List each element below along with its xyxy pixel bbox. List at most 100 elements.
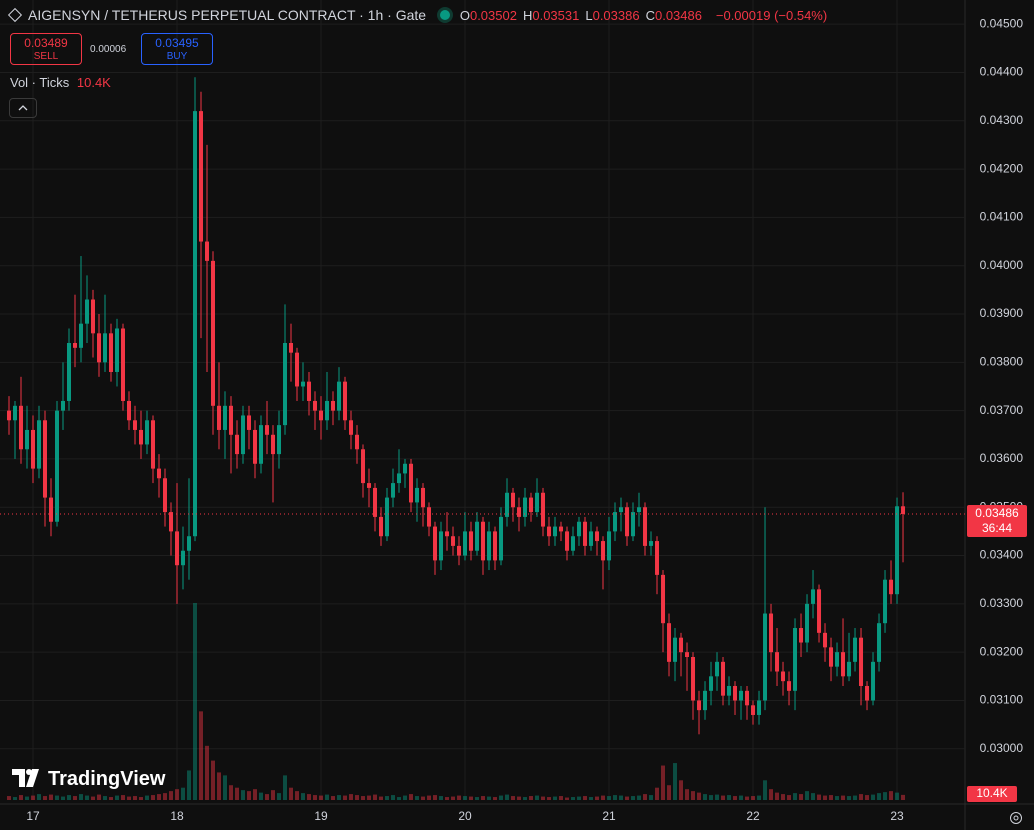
candle-body bbox=[439, 531, 444, 561]
candle-body bbox=[391, 483, 396, 498]
volume-bar bbox=[865, 795, 870, 800]
volume-bar bbox=[829, 795, 834, 800]
volume-bar bbox=[283, 775, 288, 800]
volume-bar bbox=[127, 796, 132, 800]
volume-bar bbox=[529, 796, 534, 800]
volume-bar bbox=[775, 792, 780, 800]
ohlc-value: 0.03502 bbox=[469, 8, 517, 23]
y-tick-label: 0.03900 bbox=[980, 306, 1024, 320]
volume-bar bbox=[679, 780, 684, 800]
y-tick-label: 0.04500 bbox=[980, 16, 1024, 30]
header: AIGENSYN / TETHERUS PERPETUAL CONTRACT ·… bbox=[7, 7, 828, 23]
candle-body bbox=[61, 400, 66, 411]
candle-body bbox=[211, 260, 216, 406]
volume-bar bbox=[901, 794, 906, 800]
candle-body bbox=[685, 652, 690, 658]
volume-bar bbox=[649, 795, 654, 800]
candle-body bbox=[865, 685, 870, 701]
volume-bar bbox=[31, 795, 36, 800]
ohlc-key: O bbox=[459, 8, 470, 23]
candle-body bbox=[655, 541, 660, 575]
candle-body bbox=[793, 628, 798, 691]
sell-button[interactable]: 0.03489 SELL bbox=[10, 33, 82, 65]
volume-bar bbox=[535, 795, 540, 800]
candle-body bbox=[841, 652, 846, 677]
volume-bar bbox=[379, 796, 384, 800]
candle-body bbox=[901, 506, 906, 515]
volume-bar bbox=[247, 791, 252, 800]
candle-body bbox=[751, 705, 756, 715]
sell-price: 0.03489 bbox=[24, 36, 68, 50]
candle-body bbox=[835, 652, 840, 667]
x-tick-label: 21 bbox=[602, 809, 616, 823]
candle-body bbox=[337, 381, 342, 411]
candle-body bbox=[325, 400, 330, 421]
candle-body bbox=[451, 536, 456, 546]
candle-body bbox=[277, 425, 282, 455]
volume-bar bbox=[133, 796, 138, 800]
volume-bar bbox=[361, 796, 366, 800]
volume-bar bbox=[49, 794, 54, 800]
candle-body bbox=[505, 492, 510, 517]
buy-price: 0.03495 bbox=[155, 36, 199, 50]
volume-legend: Vol · Ticks 10.4K bbox=[10, 75, 111, 90]
candle-body bbox=[289, 342, 294, 353]
volume-bar bbox=[451, 796, 456, 800]
volume-bar bbox=[769, 789, 774, 800]
last-price-label: 0.03486 bbox=[975, 506, 1019, 520]
volume-bar bbox=[85, 795, 90, 800]
candle-body bbox=[877, 623, 882, 662]
volume-title: Vol · Ticks bbox=[10, 75, 70, 90]
candle-body bbox=[247, 415, 252, 430]
change: −0.00019 (−0.54%) bbox=[715, 8, 828, 23]
volume-bar bbox=[211, 760, 216, 800]
volume-bar bbox=[559, 796, 564, 800]
candle-body bbox=[583, 521, 588, 546]
y-tick-label: 0.04300 bbox=[980, 113, 1024, 127]
volume-bar bbox=[193, 603, 198, 800]
last-price-box bbox=[967, 505, 1027, 538]
candle-body bbox=[859, 637, 864, 686]
candle-body bbox=[433, 526, 438, 561]
candle-body bbox=[403, 463, 408, 474]
volume-bar bbox=[403, 795, 408, 800]
candle-body bbox=[799, 628, 804, 643]
volume-bar bbox=[613, 795, 618, 800]
candle-body bbox=[871, 661, 876, 701]
ohlc-value: 0.03386 bbox=[592, 8, 640, 23]
countdown: 36:44 bbox=[982, 521, 1012, 535]
volume-bar bbox=[631, 796, 636, 800]
volume-bar bbox=[607, 796, 612, 800]
candle-body bbox=[397, 473, 402, 484]
volume-bar bbox=[505, 794, 510, 800]
volume-bar bbox=[715, 794, 720, 800]
ohlc-legend: O0.03502 H0.03531 L0.03386 C0.03486 bbox=[460, 8, 708, 23]
ohlc-value: 0.03486 bbox=[654, 8, 702, 23]
volume-bar bbox=[541, 796, 546, 800]
y-tick-label: 0.03200 bbox=[980, 644, 1024, 658]
volume-bar bbox=[745, 796, 750, 800]
x-tick-label: 19 bbox=[314, 809, 328, 823]
candle-body bbox=[67, 342, 72, 401]
volume-bar bbox=[73, 796, 78, 800]
y-tick-label: 0.04000 bbox=[980, 258, 1024, 272]
settings-icon[interactable] bbox=[1008, 810, 1024, 826]
collapse-button[interactable] bbox=[9, 98, 37, 118]
volume-bar bbox=[337, 795, 342, 800]
volume-bar bbox=[79, 794, 84, 800]
candle-body bbox=[13, 405, 18, 421]
candle-body bbox=[823, 632, 828, 648]
candle-body bbox=[895, 506, 900, 595]
y-tick-label: 0.03000 bbox=[980, 741, 1024, 755]
candle-body bbox=[541, 492, 546, 527]
volume-bar bbox=[481, 796, 486, 800]
volume-bar bbox=[349, 794, 354, 800]
candle-body bbox=[811, 589, 816, 604]
candle-body bbox=[127, 400, 132, 421]
candle-body bbox=[283, 342, 288, 426]
buy-button[interactable]: 0.03495 BUY bbox=[141, 33, 213, 65]
candle-body bbox=[727, 685, 732, 696]
candle-body bbox=[133, 420, 138, 430]
volume-bar bbox=[391, 795, 396, 800]
